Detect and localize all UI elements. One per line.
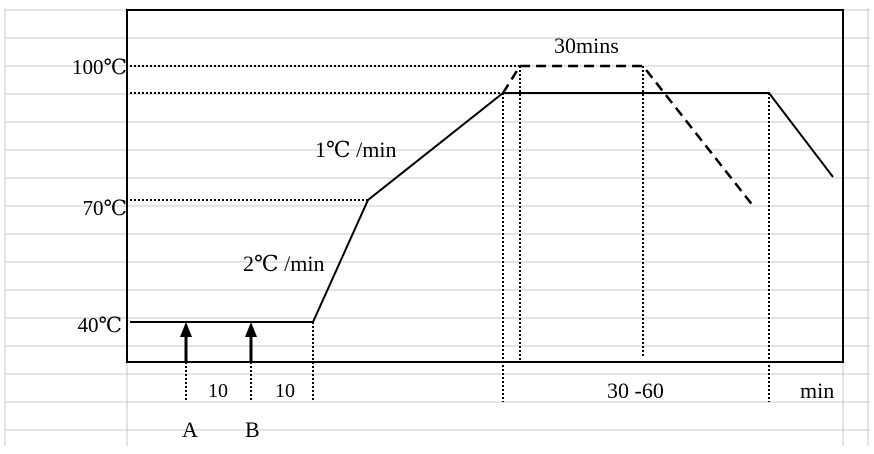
label-unit-min: min bbox=[800, 378, 834, 403]
profile-dashed-line bbox=[501, 64, 755, 208]
label-100c: 100℃ bbox=[72, 55, 127, 79]
label-interval-2: 10 bbox=[275, 380, 295, 402]
label-rate-fast: 2℃ /min bbox=[243, 251, 324, 276]
label-interval-1: 10 bbox=[208, 380, 228, 402]
label-rate-slow: 1℃ /min bbox=[315, 137, 396, 162]
background-grid bbox=[4, 8, 870, 446]
label-hold-time: 30mins bbox=[554, 33, 619, 58]
label-70c: 70℃ bbox=[83, 196, 128, 220]
label-point-a: A bbox=[182, 417, 198, 442]
chart-frame bbox=[126, 9, 844, 363]
profile-solid-line bbox=[130, 92, 834, 323]
label-40c: 40℃ bbox=[78, 313, 123, 337]
label-point-b: B bbox=[245, 417, 260, 442]
label-interval-3: 30 -60 bbox=[607, 378, 664, 403]
arrow-b bbox=[245, 322, 257, 362]
arrow-a bbox=[180, 322, 192, 362]
